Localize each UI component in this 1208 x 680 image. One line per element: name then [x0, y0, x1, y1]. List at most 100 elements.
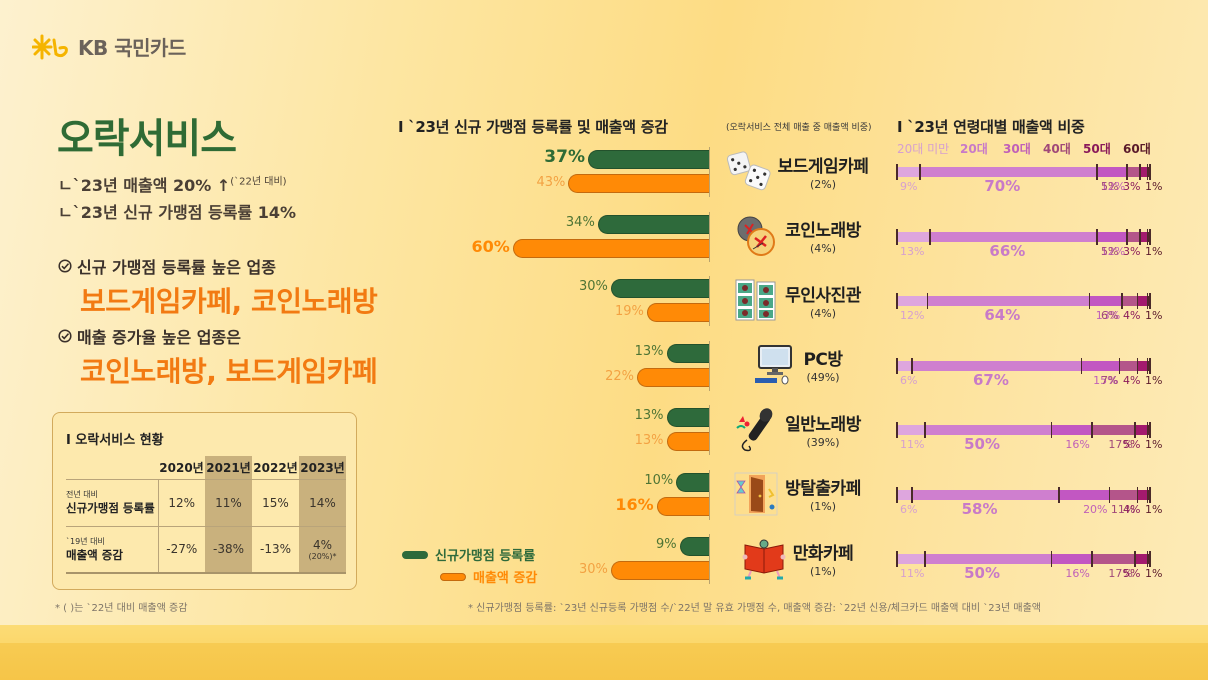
segment-tick	[1080, 357, 1083, 374]
status-table-box: I 오락서비스 현황 2020년 2021년 2022년 2023년 전년 대비…	[52, 412, 357, 590]
registration-value: 37%	[544, 147, 585, 167]
col-2022: 2022년	[252, 456, 299, 480]
segment-tick	[1146, 293, 1149, 309]
age-segment	[1051, 554, 1092, 564]
age-value: 58%	[961, 499, 998, 518]
age-segment	[1081, 360, 1120, 371]
segment-tick	[1146, 422, 1149, 438]
age-value: 17%	[1108, 567, 1133, 580]
segment-tick	[1149, 357, 1151, 374]
age-value: 5%	[1101, 244, 1119, 258]
col-2023: 2023년	[299, 456, 346, 480]
kb-logo: KB 국민카드	[32, 32, 186, 61]
left-chart-title: I `23년 신규 가맹점 등록률 및 매출액 증감	[398, 118, 668, 136]
sales-bar	[637, 367, 709, 387]
age-segment	[912, 489, 1059, 500]
axis-line	[709, 405, 710, 455]
segment-tick	[1096, 228, 1098, 245]
age-segment	[1147, 360, 1150, 371]
highlight-2-value: 코인노래방, 보드게임카페	[80, 355, 378, 388]
registration-bar	[588, 150, 709, 169]
segment-tick	[1091, 422, 1093, 438]
sales-bar	[656, 496, 709, 516]
segment-tick	[896, 357, 898, 374]
category-label: 방탈출카페 (1%)	[716, 467, 878, 521]
sales-value: 43%	[536, 175, 566, 190]
age-value: 3%	[1123, 180, 1141, 193]
segment-tick	[1108, 486, 1111, 503]
table-row: `19년 대비 매출액 증감 -27% -38% -13% 4% (20%)*	[66, 526, 346, 574]
table-cell: 4% (20%)*	[299, 526, 346, 574]
row-label: 전년 대비 신규가맹점 등록률	[66, 479, 159, 527]
segment-tick	[1096, 164, 1098, 180]
door-icon	[733, 471, 779, 517]
sales-bar	[610, 561, 709, 580]
segment-tick	[896, 551, 898, 567]
age-value: 1%	[1145, 309, 1163, 322]
age-segment	[1091, 425, 1135, 435]
age-legend-item: 20대	[960, 142, 988, 156]
registration-value: 9%	[655, 537, 677, 552]
age-stacked-bar	[896, 164, 1151, 180]
axis-line	[709, 211, 710, 262]
age-segment	[897, 231, 930, 242]
segment-tick	[1136, 486, 1139, 503]
category-name: 방탈출카페	[785, 479, 861, 499]
table-corner	[66, 456, 158, 480]
age-value: 11%	[900, 438, 925, 451]
age-segment	[1058, 489, 1110, 500]
age-segment	[1127, 231, 1140, 242]
age-value: 1%	[1145, 180, 1163, 193]
registration-value: 13%	[634, 408, 664, 423]
age-segment	[1127, 167, 1140, 177]
segment-tick	[1149, 422, 1151, 438]
segment-tick	[1134, 422, 1136, 438]
chart-row: 30% 19% 무인사진관 (4%) 12% 64% 13% 1% 4% 6%	[0, 276, 1208, 339]
segment-tick	[1149, 551, 1151, 567]
segment-tick	[1146, 164, 1149, 180]
age-legend-item: 50대	[1083, 142, 1111, 156]
segment-tick	[1136, 357, 1139, 374]
age-value: 12%	[1100, 244, 1126, 258]
sales-value: 16%	[615, 494, 654, 514]
age-value: 11%	[900, 567, 925, 580]
age-legend-item: 20대 미만	[897, 142, 950, 156]
age-segment	[929, 231, 1097, 242]
segment-tick	[1088, 293, 1091, 309]
sales-bar	[666, 432, 709, 451]
category-share: (4%)	[809, 306, 837, 320]
age-segment	[1147, 554, 1150, 564]
category-share: (49%)	[806, 371, 840, 384]
segment-tick	[1149, 228, 1151, 245]
chart-row: 13% 22% PC방 (49%) 6% 67% 15% 1% 4% 7%	[0, 340, 1208, 404]
check-circle-icon	[58, 259, 72, 273]
dice-icon	[726, 148, 772, 194]
table-cell: -13%	[252, 526, 299, 574]
sales-growth-line: ㄴ`23년 매출액 20% ↑(`22년 대비)	[58, 172, 287, 196]
segment-tick	[926, 293, 929, 309]
legend-orange-swatch	[440, 572, 466, 581]
age-segment	[1147, 167, 1150, 177]
age-segment	[1139, 231, 1148, 242]
legend-green-swatch	[402, 550, 428, 559]
age-value: 9%	[900, 180, 918, 193]
col-2020: 2020년	[158, 456, 205, 480]
age-value: 64%	[984, 306, 1021, 324]
table-cell: -27%	[158, 526, 205, 574]
table-cell: 14%	[299, 479, 346, 527]
age-segment	[1051, 425, 1092, 435]
category-label: 보드게임카페 (2%)	[716, 144, 878, 198]
registration-value: 30%	[578, 279, 608, 294]
category-name: 일반노래방	[785, 414, 861, 435]
segment-tick	[1126, 164, 1128, 180]
age-value: 1%	[1145, 373, 1163, 387]
category-share: (2%)	[809, 177, 837, 191]
age-value: 13%	[900, 244, 925, 258]
highlight-1-value: 보드게임카페, 코인노래방	[80, 285, 378, 318]
chart-row: 34% 60% 코인노래방 (4%) 13% 66% 12% 1% 3% 5%	[0, 211, 1208, 275]
age-segment	[1089, 296, 1123, 306]
age-segment	[1096, 231, 1128, 242]
segment-tick	[1121, 293, 1123, 309]
segment-tick	[911, 486, 913, 503]
age-value: 5%	[1101, 180, 1119, 193]
